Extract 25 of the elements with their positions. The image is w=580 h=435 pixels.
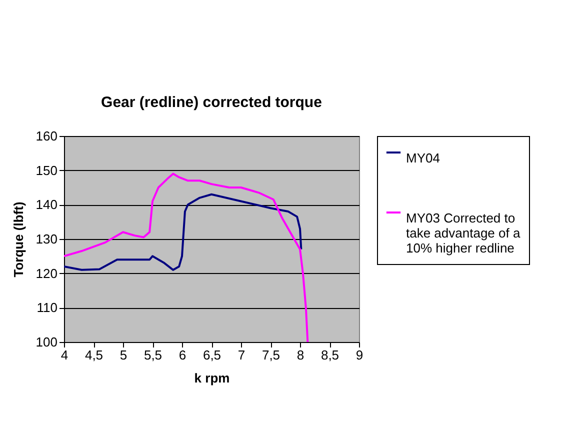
x-tick-label: 5,5 — [144, 348, 162, 362]
x-tick-label: 8 — [296, 348, 304, 362]
x-tick-label: 8,5 — [320, 348, 340, 362]
line-series — [64, 193, 302, 271]
x-axis-title: k rpm — [194, 370, 230, 386]
line-series — [64, 172, 309, 342]
y-tick-label: 100 — [36, 334, 58, 350]
y-tick-label: 120 — [36, 266, 58, 281]
legend-label: MY04 — [406, 150, 440, 166]
y-tick-label: 150 — [36, 162, 58, 178]
legend-label: MY03 Corrected to take advantage of a 10% higher redline — [406, 210, 521, 256]
x-tick-label: 6,5 — [202, 348, 222, 362]
x-tick-label: 6 — [178, 348, 186, 362]
y-tick-label: 140 — [36, 197, 58, 212]
x-tick-label: 9 — [356, 348, 364, 362]
chart-title: Gear (redline) corrected torque — [101, 94, 322, 111]
y-tick-label: 110 — [36, 300, 58, 316]
x-tick-label: 4 — [60, 348, 68, 362]
x-tick-label: 5 — [120, 348, 128, 362]
y-tick-label: 130 — [36, 232, 58, 246]
x-tick-label: 7,5 — [262, 348, 280, 362]
y-axis-title: Torque (lbft) — [10, 202, 26, 278]
y-tick-label: 160 — [36, 128, 58, 144]
x-tick-label: 4,5 — [84, 348, 104, 362]
x-tick-label: 7 — [238, 348, 246, 362]
